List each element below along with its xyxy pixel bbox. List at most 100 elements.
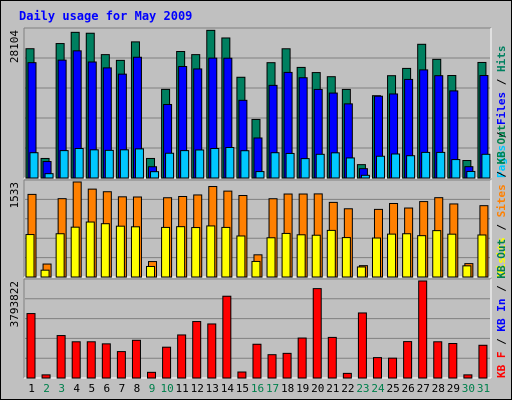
legend-entry: Sites <box>495 184 508 217</box>
day-label-15: 15 <box>236 382 249 395</box>
bar-pages-day-25 <box>391 153 401 179</box>
bar-pages-day-24 <box>375 155 385 179</box>
legend-entry: / <box>495 279 508 299</box>
bar-visits-day-3 <box>55 233 65 278</box>
chart-panels: 28104 Pages / Files / Hits 1533 Visits / Si… <box>8 27 508 379</box>
bar-pages-day-9 <box>150 171 160 179</box>
panel-legend: KB F / KB In / KB Out <box>495 239 508 378</box>
legend-entry: KB Out <box>495 239 508 279</box>
legend-entry: Hits <box>495 46 508 73</box>
bar-pages-day-23 <box>360 174 370 179</box>
day-label-19: 19 <box>296 382 309 395</box>
day-label-13: 13 <box>206 382 219 395</box>
day-label-29: 29 <box>447 382 460 395</box>
series-files <box>27 50 489 179</box>
day-label-11: 11 <box>176 382 189 395</box>
day-label-3: 3 <box>58 382 65 395</box>
legend-entry: Visits <box>495 237 508 277</box>
bar-pages-day-7 <box>119 149 129 179</box>
day-label-5: 5 <box>88 382 95 395</box>
bar-kb-f-day-18 <box>282 352 292 379</box>
panel-1: 28104 Pages / Files / Hits <box>8 27 508 179</box>
series-kb-f <box>26 280 488 379</box>
bar-kb-f-day-23 <box>357 312 367 379</box>
series-pages <box>29 147 491 179</box>
bar-visits-day-30 <box>462 265 472 278</box>
bar-pages-day-29 <box>451 159 461 179</box>
bar-visits-day-20 <box>311 234 321 278</box>
bar-pages-day-6 <box>104 149 114 179</box>
day-label-23: 23 <box>356 382 369 395</box>
bar-kb-f-day-11 <box>177 334 187 379</box>
bar-visits-day-15 <box>236 235 246 278</box>
bar-kb-f-day-21 <box>327 336 337 379</box>
bar-visits-day-6 <box>100 223 110 278</box>
bar-pages-day-27 <box>421 151 431 179</box>
bar-visits-day-10 <box>161 226 171 278</box>
day-label-1: 1 <box>28 382 35 395</box>
day-label-12: 12 <box>191 382 204 395</box>
bar-kb-f-day-4 <box>71 341 81 379</box>
day-label-30: 30 <box>462 382 475 395</box>
panel-legend: Visits / Sites / KB Out <box>495 125 508 277</box>
day-label-10: 10 <box>160 382 173 395</box>
panel-2: 1533 Visits / Sites / KB Out <box>8 125 508 278</box>
bar-pages-day-12 <box>195 149 205 179</box>
bar-pages-day-10 <box>165 152 175 179</box>
y-axis-max-label: 28104 <box>8 30 21 63</box>
bar-kb-f-day-1 <box>26 313 36 379</box>
day-label-18: 18 <box>281 382 294 395</box>
day-label-28: 28 <box>432 382 445 395</box>
y-axis-max-label: 1533 <box>8 182 21 209</box>
bar-pages-day-28 <box>436 151 446 179</box>
bar-pages-day-16 <box>255 171 265 179</box>
legend-entry: KB Out <box>495 125 508 165</box>
bar-visits-day-11 <box>176 226 186 278</box>
bar-pages-day-5 <box>89 149 99 179</box>
bar-visits-day-27 <box>417 235 427 278</box>
bar-kb-f-day-17 <box>267 354 277 379</box>
legend-entry: KB In <box>495 299 508 332</box>
bar-visits-day-21 <box>326 229 336 278</box>
legend-entry: / <box>495 217 508 237</box>
bar-kb-f-day-3 <box>56 335 66 379</box>
legend-entry: / <box>495 332 508 352</box>
panel-3: 3793822 KB F / KB In / KB Out <box>8 239 508 379</box>
legend-entry: / <box>495 72 508 92</box>
bar-kb-f-day-20 <box>312 288 322 379</box>
bar-visits-day-18 <box>281 232 291 278</box>
bar-visits-day-14 <box>221 226 231 278</box>
bar-pages-day-26 <box>406 155 416 179</box>
bar-pages-day-20 <box>315 153 325 179</box>
bar-visits-day-9 <box>146 265 156 278</box>
bar-pages-day-15 <box>240 150 250 179</box>
day-label-2: 2 <box>43 382 50 395</box>
bar-visits-day-24 <box>371 237 381 278</box>
bar-pages-day-19 <box>300 158 310 179</box>
bar-kb-f-day-8 <box>131 339 141 379</box>
y-axis-max-label: 3793822 <box>8 281 21 327</box>
day-label-17: 17 <box>266 382 279 395</box>
day-label-26: 26 <box>402 382 415 395</box>
bar-pages-day-2 <box>44 173 54 179</box>
bar-kb-f-day-22 <box>342 372 352 379</box>
day-label-21: 21 <box>326 382 339 395</box>
legend-entry: KB F <box>495 352 508 379</box>
bar-pages-day-1 <box>29 152 39 179</box>
bar-visits-day-7 <box>115 225 125 278</box>
bar-kb-f-day-26 <box>403 341 413 379</box>
day-label-14: 14 <box>221 382 235 395</box>
bar-visits-day-17 <box>266 237 276 278</box>
bar-visits-day-26 <box>402 233 412 278</box>
bar-visits-day-31 <box>477 234 487 278</box>
panel-legend: Pages / Files / Hits <box>495 46 508 179</box>
bar-pages-day-11 <box>180 150 190 179</box>
day-label-16: 16 <box>251 382 264 395</box>
bar-visits-day-5 <box>85 221 95 278</box>
bar-visits-day-23 <box>356 266 366 278</box>
legend-entry: / <box>495 125 508 145</box>
bar-pages-day-8 <box>134 148 144 179</box>
bar-visits-day-29 <box>447 233 457 278</box>
